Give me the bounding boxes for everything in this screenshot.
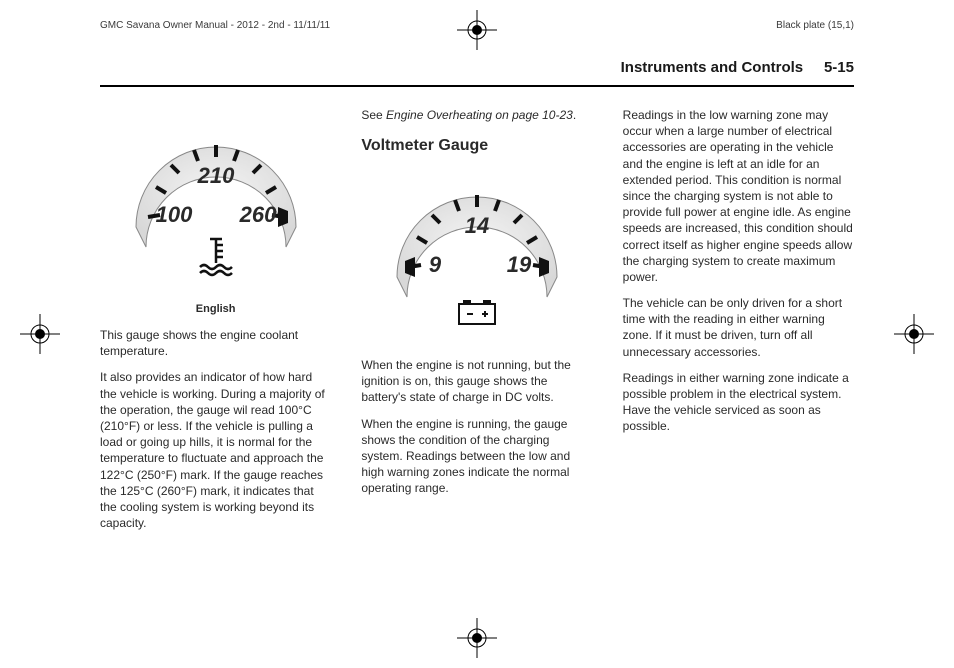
engine-overheating-link: Engine Overheating on page 10-23 — [386, 108, 573, 122]
column-1: 100 210 260 English This gau — [100, 107, 331, 608]
col3-para3: Readings in either warning zone indicate… — [623, 370, 854, 435]
plate-reference: Black plate (15,1) — [776, 20, 854, 31]
running-head: Instruments and Controls 5-15 — [621, 59, 854, 76]
page-number: 5-15 — [824, 59, 854, 76]
section-title: Instruments and Controls — [621, 59, 804, 76]
battery-icon — [459, 300, 495, 324]
col3-para2: The vehicle can be only driven for a sho… — [623, 295, 854, 360]
coolant-gauge-icon: 100 210 260 — [116, 117, 316, 292]
gauge1-low: 100 — [155, 202, 192, 227]
col3-para1: Readings in the low warning zone may occ… — [623, 107, 854, 285]
gauge2-mid: 14 — [465, 213, 489, 238]
col2-para2: When the engine is not running, but the … — [361, 357, 592, 406]
col2-para3: When the engine is running, the gauge sh… — [361, 416, 592, 497]
page-frame: Instruments and Controls 5-15 — [100, 85, 854, 608]
crop-mark-bottom-icon — [457, 618, 497, 658]
voltmeter-heading: Voltmeter Gauge — [361, 135, 592, 157]
voltmeter-gauge-icon: 9 14 19 — [377, 167, 577, 347]
manual-reference: GMC Savana Owner Manual - 2012 - 2nd - 1… — [100, 20, 330, 31]
gauge-caption: English — [100, 302, 331, 317]
crop-mark-right-icon — [894, 314, 934, 354]
gauge1-mid: 210 — [196, 163, 234, 188]
col2-para1: See Engine Overheating on page 10-23. — [361, 107, 592, 123]
column-2: See Engine Overheating on page 10-23. Vo… — [361, 107, 592, 608]
voltmeter-gauge: 9 14 19 — [361, 167, 592, 351]
coolant-gauge: 100 210 260 — [100, 117, 331, 296]
col1-para1: This gauge shows the engine coolant temp… — [100, 327, 331, 359]
print-header: GMC Savana Owner Manual - 2012 - 2nd - 1… — [100, 20, 854, 31]
gauge2-high: 19 — [507, 252, 532, 277]
crop-mark-left-icon — [20, 314, 60, 354]
col1-para2: It also provides an indicator of how har… — [100, 369, 331, 531]
column-3: Readings in the low warning zone may occ… — [623, 107, 854, 608]
gauge2-low: 9 — [429, 252, 442, 277]
gauge1-high: 260 — [238, 202, 276, 227]
